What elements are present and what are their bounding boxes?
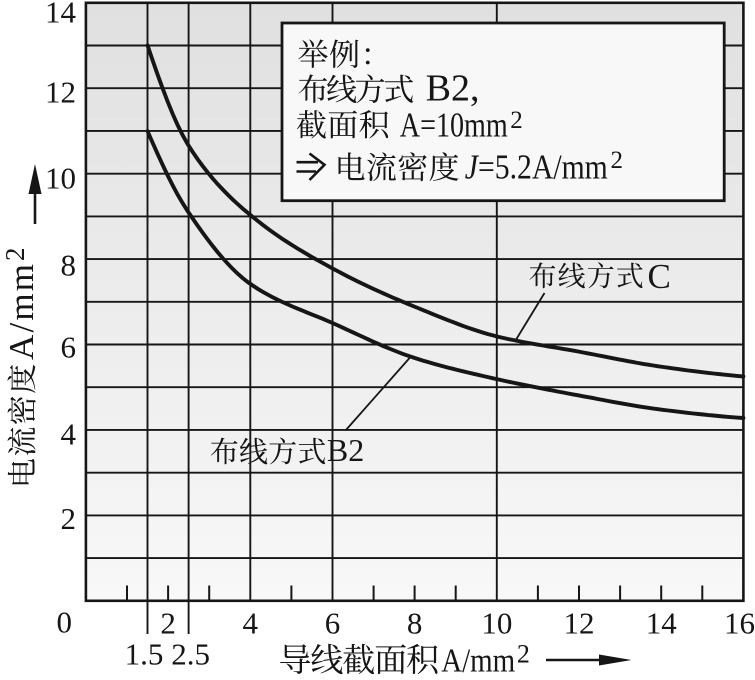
svg-text:A/mm: A/mm [441,643,515,676]
svg-text:2: 2 [61,501,77,536]
svg-text:2.5: 2.5 [171,637,210,672]
svg-text:8: 8 [407,606,423,641]
svg-text:A/mm: A/mm [2,264,41,360]
svg-text:10: 10 [481,606,512,641]
svg-text:4: 4 [243,606,259,641]
svg-text:4: 4 [61,416,77,451]
svg-text:0: 0 [56,605,72,640]
svg-text:12: 12 [45,74,76,109]
svg-text:10: 10 [45,160,76,195]
svg-text:J=5.2A/mm: J=5.2A/mm [465,148,608,187]
svg-text:B2,: B2, [426,68,480,110]
svg-text:2: 2 [0,248,30,262]
svg-text:14: 14 [646,606,678,641]
svg-text:14: 14 [45,0,77,29]
svg-text:1.5: 1.5 [125,637,164,672]
svg-text:6: 6 [325,606,341,641]
svg-text:16: 16 [724,606,755,641]
svg-text:2: 2 [517,640,530,669]
svg-text:2: 2 [160,606,176,641]
svg-text:12: 12 [564,606,595,641]
svg-text:C: C [648,257,671,296]
svg-text:6: 6 [61,329,77,364]
svg-text:A=10mm: A=10mm [400,106,508,145]
svg-text:2: 2 [611,147,624,174]
svg-text:2: 2 [510,107,523,134]
svg-text:8: 8 [61,247,77,282]
svg-text:B2: B2 [327,432,364,468]
